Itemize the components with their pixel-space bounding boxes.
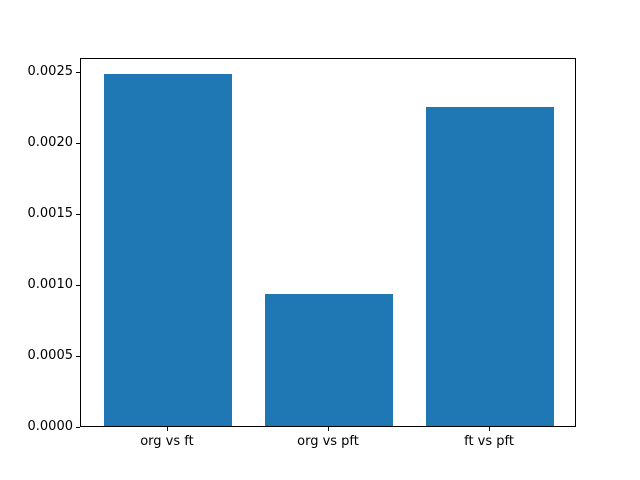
y-tick-mark <box>76 143 80 145</box>
y-tick-mark <box>76 214 80 216</box>
x-tick-label: org vs ft <box>140 434 194 449</box>
y-tick-label: 0.0010 <box>27 277 74 293</box>
bar-org-vs-ft <box>103 74 233 426</box>
y-tick-label: 0.0015 <box>27 206 74 222</box>
y-tick-label: 0.0000 <box>27 419 74 434</box>
x-tick-mark <box>328 427 329 431</box>
x-tick-mark <box>489 427 491 431</box>
y-tick-mark <box>76 356 80 358</box>
y-tick-mark <box>76 72 80 74</box>
y-tick-label: 0.0025 <box>27 64 74 80</box>
y-tick-label: 0.0005 <box>27 348 74 364</box>
bar-org-vs-pft <box>264 294 394 426</box>
y-tick-mark <box>76 285 80 287</box>
y-tick-label: 0.0020 <box>27 135 74 151</box>
x-tick-label: ft vs pft <box>464 434 514 449</box>
y-tick-mark <box>76 427 80 428</box>
x-tick-mark <box>166 427 168 431</box>
bar-ft-vs-pft <box>425 106 555 426</box>
x-tick-label: org vs pft <box>297 434 359 449</box>
plot-area <box>80 58 576 427</box>
